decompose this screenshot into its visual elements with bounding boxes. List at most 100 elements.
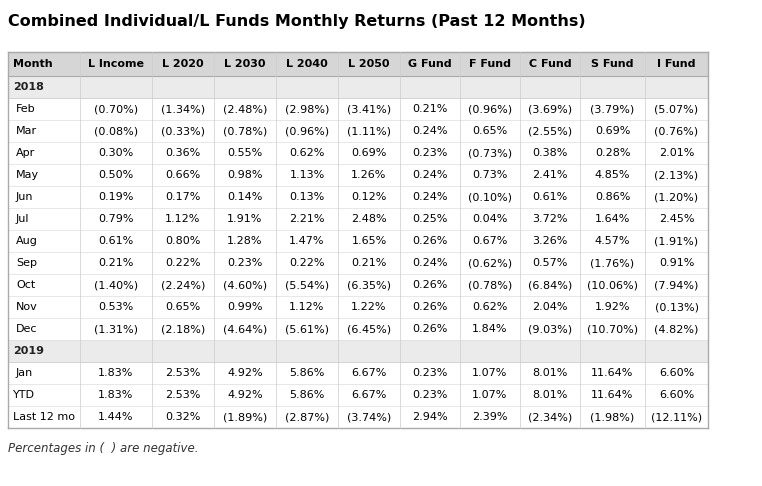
Text: 1.92%: 1.92%	[595, 302, 630, 312]
Text: 2019: 2019	[13, 346, 44, 356]
Text: (3.69%): (3.69%)	[528, 104, 572, 114]
Text: 5.86%: 5.86%	[290, 368, 325, 378]
Text: 1.28%: 1.28%	[227, 236, 263, 246]
Text: (5.07%): (5.07%)	[655, 104, 699, 114]
Text: 0.98%: 0.98%	[227, 170, 263, 180]
Text: 2.04%: 2.04%	[532, 302, 568, 312]
Bar	[8, 384, 708, 406]
Text: (9.03%): (9.03%)	[528, 324, 572, 334]
Bar	[8, 98, 708, 120]
Text: (2.55%): (2.55%)	[528, 126, 572, 136]
Text: Last 12 mo: Last 12 mo	[13, 412, 75, 422]
Text: (2.13%): (2.13%)	[655, 170, 699, 180]
Text: (4.64%): (4.64%)	[223, 324, 267, 334]
Text: 0.23%: 0.23%	[412, 148, 448, 158]
Text: 0.13%: 0.13%	[290, 192, 325, 202]
Text: (5.61%): (5.61%)	[285, 324, 329, 334]
Text: 2.21%: 2.21%	[290, 214, 325, 224]
Text: (2.48%): (2.48%)	[223, 104, 267, 114]
Text: 0.23%: 0.23%	[412, 390, 448, 400]
Text: 2.48%: 2.48%	[351, 214, 387, 224]
Bar	[8, 120, 708, 142]
Text: 0.53%: 0.53%	[98, 302, 133, 312]
Text: 8.01%: 8.01%	[533, 390, 568, 400]
Text: (0.96%): (0.96%)	[285, 126, 329, 136]
Bar	[8, 406, 708, 428]
Text: (0.70%): (0.70%)	[94, 104, 138, 114]
Text: May: May	[16, 170, 39, 180]
Text: 0.55%: 0.55%	[227, 148, 263, 158]
Text: 11.64%: 11.64%	[591, 368, 634, 378]
Bar	[8, 230, 708, 252]
Text: Feb: Feb	[16, 104, 36, 114]
Text: 1.64%: 1.64%	[595, 214, 630, 224]
Text: (4.82%): (4.82%)	[655, 324, 699, 334]
Text: 0.22%: 0.22%	[290, 258, 325, 268]
Text: (1.20%): (1.20%)	[655, 192, 699, 202]
Text: 0.24%: 0.24%	[412, 126, 448, 136]
Text: 1.65%: 1.65%	[351, 236, 386, 246]
Text: Combined Individual/L Funds Monthly Returns (Past 12 Months): Combined Individual/L Funds Monthly Retu…	[8, 14, 586, 29]
Bar	[8, 274, 708, 296]
Text: 8.01%: 8.01%	[533, 368, 568, 378]
Bar	[8, 252, 708, 274]
Text: 0.86%: 0.86%	[595, 192, 630, 202]
Text: Jul: Jul	[16, 214, 30, 224]
Text: Aug: Aug	[16, 236, 38, 246]
Text: 0.57%: 0.57%	[533, 258, 568, 268]
Text: 0.79%: 0.79%	[98, 214, 134, 224]
Text: 0.04%: 0.04%	[472, 214, 507, 224]
Text: 0.22%: 0.22%	[165, 258, 200, 268]
Text: 1.07%: 1.07%	[472, 390, 507, 400]
Text: 3.72%: 3.72%	[532, 214, 568, 224]
Text: 0.32%: 0.32%	[165, 412, 200, 422]
Text: (6.45%): (6.45%)	[347, 324, 391, 334]
Text: (12.11%): (12.11%)	[651, 412, 702, 422]
Text: 1.26%: 1.26%	[351, 170, 386, 180]
Text: 4.92%: 4.92%	[227, 390, 263, 400]
Text: (0.78%): (0.78%)	[223, 126, 267, 136]
Text: (2.98%): (2.98%)	[285, 104, 329, 114]
Text: 1.12%: 1.12%	[290, 302, 325, 312]
Text: (1.11%): (1.11%)	[347, 126, 391, 136]
Bar	[8, 76, 708, 98]
Text: 0.67%: 0.67%	[472, 236, 507, 246]
Bar	[8, 362, 708, 384]
Text: (7.94%): (7.94%)	[655, 280, 699, 290]
Bar	[8, 52, 708, 76]
Text: (5.54%): (5.54%)	[285, 280, 329, 290]
Text: 0.61%: 0.61%	[533, 192, 568, 202]
Text: Jan: Jan	[16, 368, 34, 378]
Text: S Fund: S Fund	[591, 59, 634, 69]
Bar	[8, 142, 708, 164]
Bar	[8, 296, 708, 318]
Text: 0.73%: 0.73%	[472, 170, 507, 180]
Text: 0.21%: 0.21%	[351, 258, 386, 268]
Text: 0.23%: 0.23%	[412, 368, 448, 378]
Text: YTD: YTD	[13, 390, 35, 400]
Text: 0.26%: 0.26%	[412, 236, 448, 246]
Text: 0.61%: 0.61%	[98, 236, 133, 246]
Text: Sep: Sep	[16, 258, 37, 268]
Text: Apr: Apr	[16, 148, 35, 158]
Text: 0.23%: 0.23%	[227, 258, 263, 268]
Text: 2018: 2018	[13, 82, 44, 92]
Text: (0.76%): (0.76%)	[655, 126, 699, 136]
Text: 0.21%: 0.21%	[98, 258, 133, 268]
Text: (6.84%): (6.84%)	[528, 280, 572, 290]
Text: 0.69%: 0.69%	[351, 148, 386, 158]
Bar	[8, 186, 708, 208]
Text: 0.91%: 0.91%	[659, 258, 694, 268]
Text: Percentages in (  ) are negative.: Percentages in ( ) are negative.	[8, 442, 198, 455]
Text: 2.39%: 2.39%	[472, 412, 507, 422]
Text: (1.91%): (1.91%)	[655, 236, 699, 246]
Bar	[8, 164, 708, 186]
Text: 0.66%: 0.66%	[165, 170, 200, 180]
Text: 1.47%: 1.47%	[290, 236, 325, 246]
Text: 11.64%: 11.64%	[591, 390, 634, 400]
Text: (4.60%): (4.60%)	[223, 280, 267, 290]
Bar	[8, 318, 708, 340]
Text: 1.83%: 1.83%	[98, 390, 133, 400]
Text: 0.65%: 0.65%	[165, 302, 200, 312]
Text: (6.35%): (6.35%)	[347, 280, 391, 290]
